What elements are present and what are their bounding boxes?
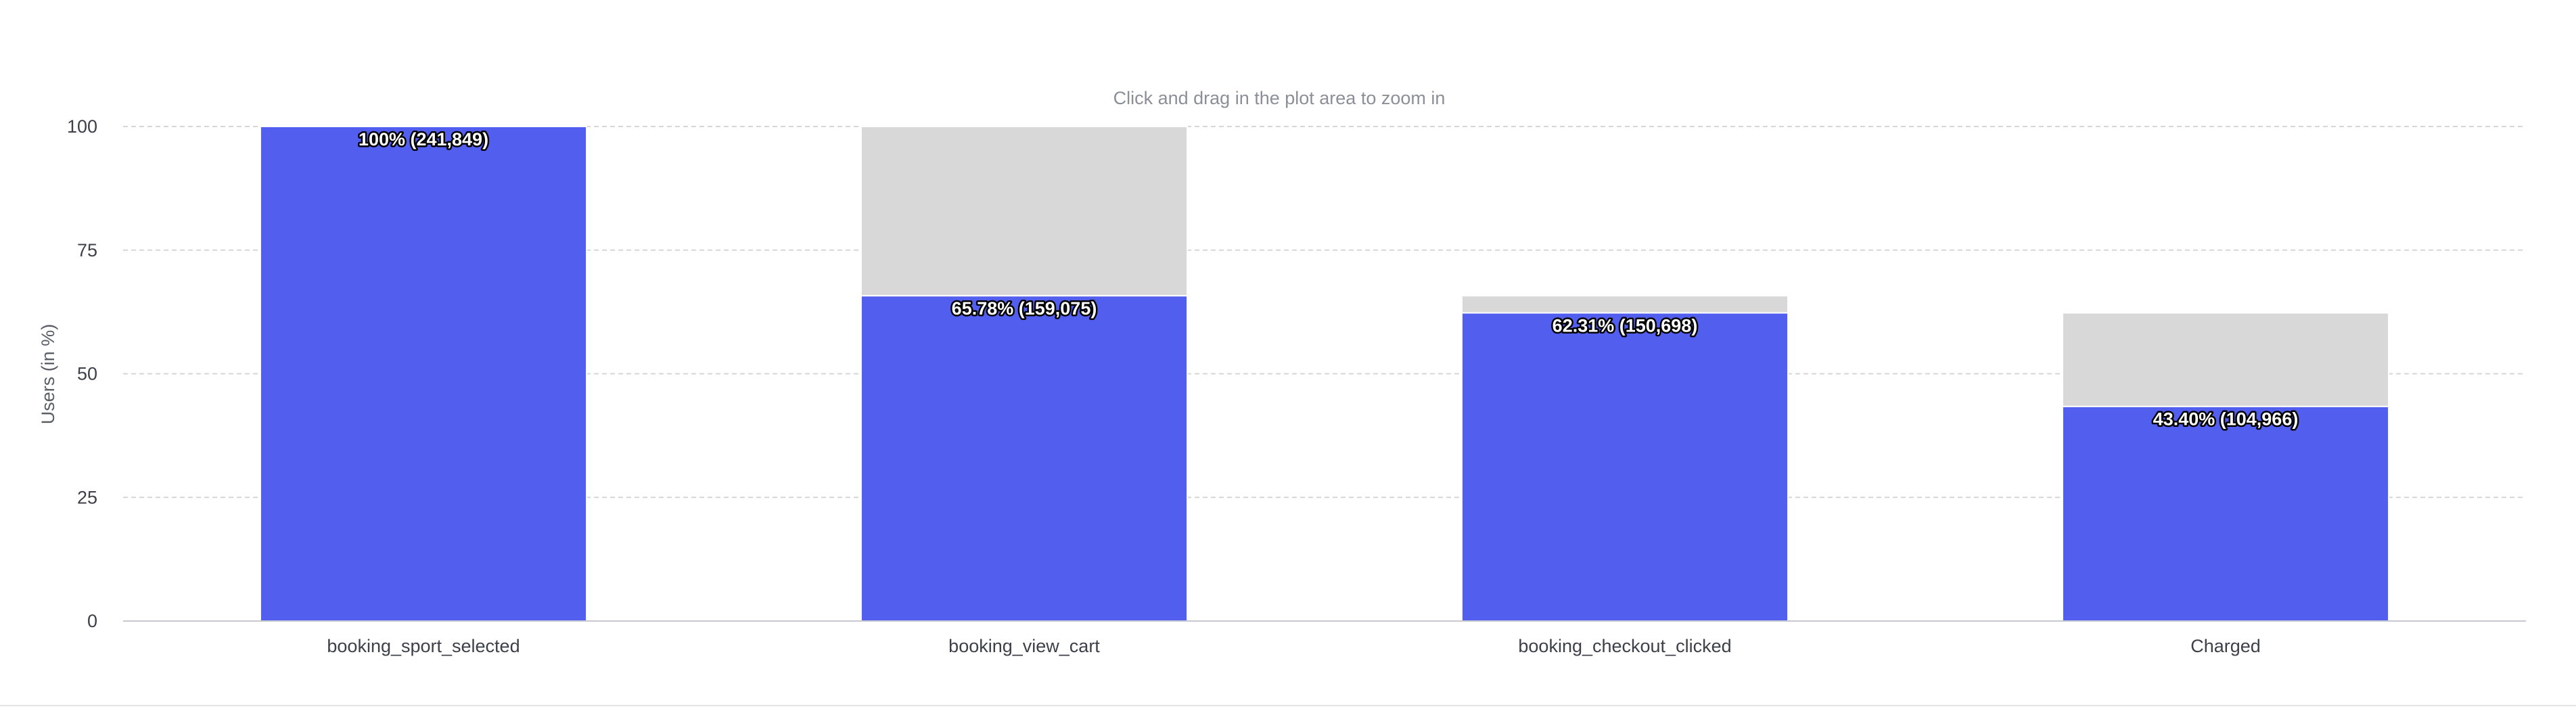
y-tick-label: 100 bbox=[67, 116, 97, 137]
bar-dropoff bbox=[860, 126, 1189, 297]
y-tick-label: 0 bbox=[87, 611, 97, 631]
x-tick-label: Charged bbox=[2190, 636, 2261, 656]
bar-dropoff bbox=[2061, 312, 2390, 407]
y-tick-label: 25 bbox=[77, 487, 97, 507]
bar-converted bbox=[1460, 312, 1789, 622]
data-label: 100% (241,849) bbox=[359, 129, 488, 150]
y-tick-label: 75 bbox=[77, 240, 97, 260]
y-tick-label: 50 bbox=[77, 364, 97, 384]
bar-converted bbox=[259, 126, 588, 622]
bar-converted bbox=[2061, 405, 2390, 622]
x-tick-label: booking_sport_selected bbox=[327, 636, 520, 656]
data-labels: 100% (241,849) 65.78% (159,075) 62.31% (15… bbox=[356, 128, 2299, 432]
bar-dropoff bbox=[1460, 295, 1789, 314]
data-label: 62.31% (150,698) bbox=[1552, 316, 1698, 336]
y-axis-title: Users (in %) bbox=[38, 324, 58, 425]
x-tick-label: booking_view_cart bbox=[948, 636, 1100, 656]
data-label: 65.78% (159,075) bbox=[952, 298, 1097, 319]
data-label: 43.40% (104,966) bbox=[2153, 409, 2299, 430]
x-tick-label: booking_checkout_clicked bbox=[1518, 636, 1731, 656]
axes: 0 25 50 75 100 booking_sport_selected booking_… bbox=[67, 116, 2526, 656]
zoom-hint: Click and drag in the plot area to zoom … bbox=[1113, 88, 1446, 108]
bar-converted bbox=[860, 295, 1189, 622]
bars bbox=[259, 126, 2390, 622]
